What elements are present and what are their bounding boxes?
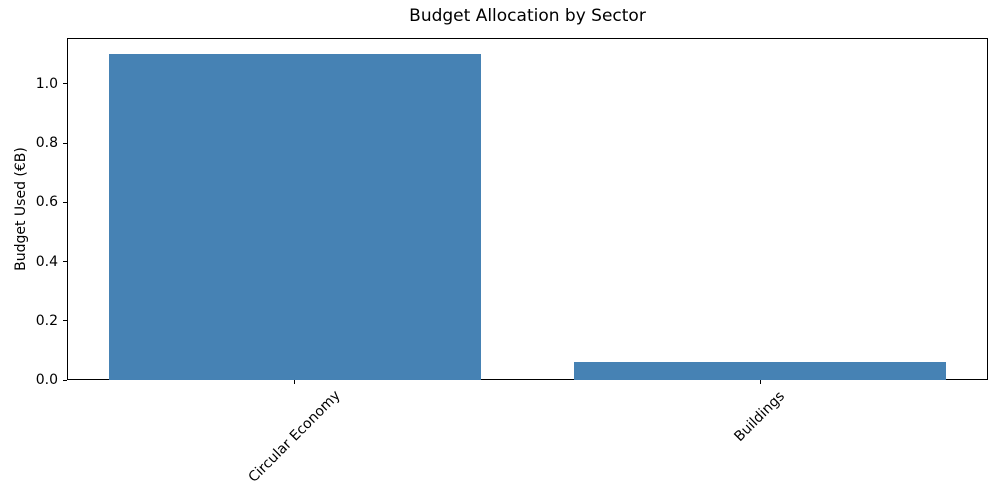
- y-tick-label: 0.4: [35, 253, 58, 270]
- x-tick-label-buildings: Buildings: [731, 387, 789, 445]
- y-tick-label: 1.0: [35, 75, 58, 92]
- bar-buildings: [574, 362, 947, 380]
- y-tick-mark: [63, 83, 67, 85]
- bar-circular-economy: [108, 54, 481, 380]
- y-tick-label: 0.2: [35, 312, 58, 329]
- y-tick-mark: [63, 379, 67, 381]
- x-tick-label-circular-economy: Circular Economy: [245, 388, 344, 487]
- y-tick-mark: [63, 261, 67, 263]
- y-tick-label: 0.8: [35, 135, 58, 152]
- y-tick-mark: [63, 201, 67, 203]
- y-tick-mark: [63, 142, 67, 144]
- y-tick-mark: [63, 320, 67, 322]
- y-axis-label: Budget Used (€B): [13, 147, 29, 271]
- y-tick-label: 0.6: [35, 194, 58, 211]
- y-tick-label: 0.0: [35, 372, 58, 388]
- x-tick-mark: [294, 380, 296, 384]
- x-tick-mark: [759, 380, 761, 384]
- chart-title: Budget Allocation by Sector: [409, 6, 646, 26]
